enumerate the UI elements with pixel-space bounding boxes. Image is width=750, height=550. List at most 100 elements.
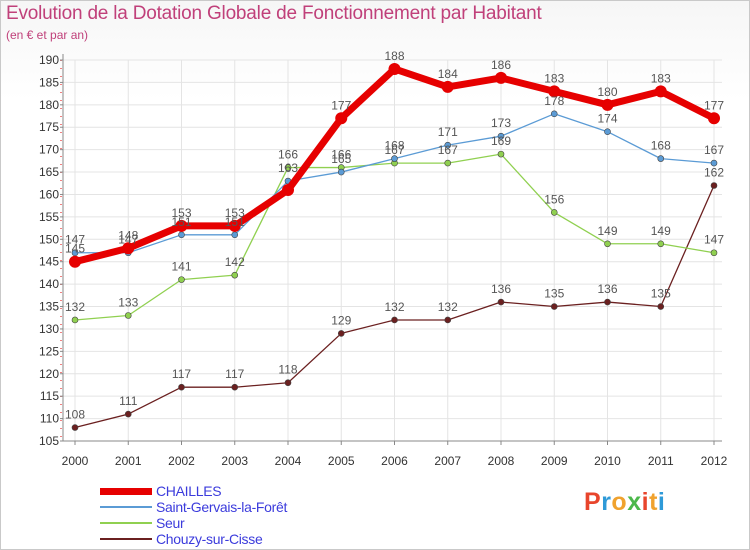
x-tick-label: 2004	[275, 454, 302, 468]
legend: CHAILLES Saint-Gervais-la-Forêt Seur Chouzy…	[100, 483, 400, 547]
series-0	[69, 62, 720, 268]
data-point	[444, 316, 452, 324]
data-label: 147	[118, 233, 138, 247]
data-point	[550, 209, 558, 216]
data-label: 129	[331, 313, 351, 327]
data-point	[388, 62, 401, 75]
data-point	[550, 303, 558, 310]
data-label: 167	[704, 143, 724, 157]
data-point	[441, 80, 454, 93]
data-label: 168	[651, 139, 671, 153]
grid	[63, 59, 722, 442]
x-tick-label: 2001	[115, 454, 142, 468]
x-tick-label: 2011	[648, 454, 674, 468]
y-tick-label: 190	[39, 53, 59, 67]
data-point	[708, 112, 720, 125]
data-label: 177	[704, 98, 724, 112]
logo-letter: r	[601, 488, 612, 516]
data-point	[657, 303, 665, 310]
data-label: 178	[544, 94, 564, 108]
data-point	[444, 141, 452, 149]
data-point	[284, 164, 292, 171]
x-tick-label: 2000	[62, 454, 89, 468]
legend-swatch	[100, 487, 152, 495]
logo-letter: o	[611, 488, 628, 516]
series-1	[71, 110, 718, 257]
y-tick-label: 105	[39, 434, 59, 448]
data-point	[710, 182, 718, 189]
data-label: 149	[651, 224, 671, 238]
legend-item: CHAILLES	[100, 483, 400, 499]
logo-letter: i	[641, 488, 650, 516]
data-point	[391, 316, 398, 324]
legend-swatch	[100, 538, 152, 540]
chart-title: Evolution de la Dotation Globale de Fonc…	[6, 3, 542, 24]
data-label: 133	[118, 295, 138, 309]
data-label: 111	[119, 394, 138, 408]
data-label: 145	[65, 242, 85, 256]
y-tick-label: 130	[39, 322, 59, 336]
y-tick-label: 165	[39, 165, 59, 179]
legend-swatch	[100, 506, 152, 508]
logo-letter: x	[627, 488, 642, 516]
series-2	[71, 150, 718, 324]
legend-item: Saint-Gervais-la-Forêt	[100, 499, 400, 515]
x-tick-label: 2012	[701, 454, 728, 468]
data-label: 132	[65, 300, 85, 314]
data-point	[124, 410, 132, 418]
data-label: 163	[278, 161, 298, 175]
data-point	[710, 249, 718, 257]
data-label: 168	[384, 139, 404, 153]
data-label: 136	[491, 282, 511, 296]
data-point	[124, 312, 132, 319]
data-point	[657, 155, 665, 162]
data-label: 135	[651, 287, 671, 301]
data-point	[604, 240, 611, 248]
y-tick-label: 155	[39, 210, 59, 224]
data-label: 183	[544, 71, 564, 85]
data-label: 108	[65, 408, 85, 422]
data-label: 177	[331, 98, 351, 112]
data-point	[654, 85, 667, 98]
data-point	[601, 98, 614, 111]
data-point	[282, 183, 294, 196]
y-tick-label: 125	[39, 344, 59, 358]
data-label: 162	[704, 166, 724, 180]
data-label: 188	[384, 49, 404, 63]
data-label: 147	[704, 233, 724, 247]
data-label: 173	[491, 116, 511, 130]
x-tick-label: 2006	[381, 454, 408, 468]
x-tick-label: 2002	[168, 454, 195, 468]
y-tick-label: 170	[39, 143, 59, 157]
data-point	[710, 159, 718, 167]
proxiti-logo: Proxiti	[584, 488, 665, 517]
data-point	[337, 168, 345, 176]
legend-swatch	[100, 522, 152, 524]
data-point	[231, 271, 239, 279]
data-point	[178, 276, 185, 283]
legend-item: Chouzy-sur-Cisse	[100, 531, 400, 547]
series-3	[71, 182, 718, 431]
data-label: 151	[225, 215, 245, 229]
y-tick-label: 110	[40, 412, 59, 426]
data-label: 135	[544, 287, 564, 301]
data-label: 151	[171, 215, 191, 229]
data-label: 147	[65, 233, 85, 247]
data-point	[335, 112, 348, 125]
data-label: 171	[438, 125, 458, 139]
y-tick-label: 175	[39, 120, 59, 134]
data-label: 169	[491, 134, 511, 148]
y-tick-label: 115	[40, 389, 59, 403]
data-point	[178, 231, 185, 239]
data-label: 174	[597, 112, 617, 126]
data-point	[497, 150, 505, 158]
data-label: 118	[278, 363, 297, 377]
data-point	[337, 330, 345, 337]
data-label: 180	[597, 85, 617, 99]
y-tick-label: 140	[39, 277, 59, 291]
data-label: 166	[278, 148, 298, 162]
data-point	[657, 240, 665, 248]
data-label: 117	[225, 367, 244, 381]
data-label: 186	[491, 58, 511, 72]
x-tick-label: 2005	[328, 454, 355, 468]
